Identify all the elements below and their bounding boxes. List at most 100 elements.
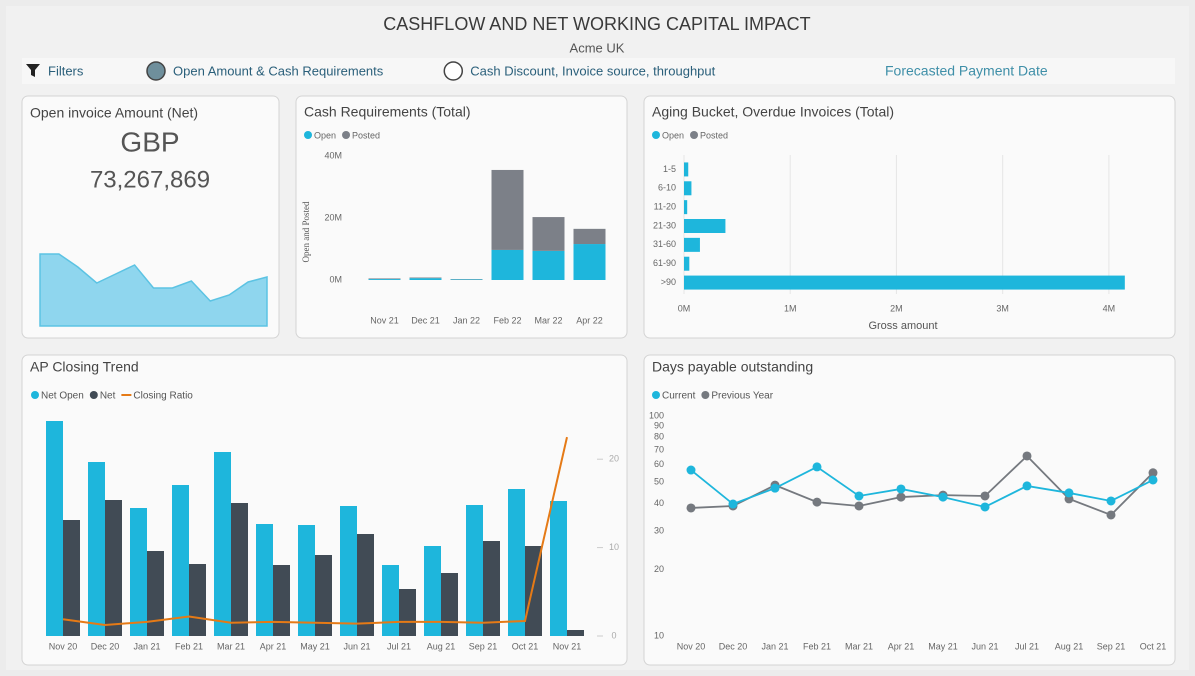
date-filter[interactable]: Forecasted Payment Date (885, 63, 1048, 79)
legend-marker (701, 391, 710, 399)
bar (684, 162, 689, 177)
radio-button[interactable] (443, 61, 464, 81)
legend-marker (342, 131, 351, 139)
bar (508, 489, 525, 636)
bar (368, 278, 401, 280)
bar (256, 524, 273, 636)
y-tick-label: 20 (654, 564, 664, 574)
legend-label: Posted (700, 130, 728, 140)
point (854, 491, 864, 501)
x-tick-label: Jan 21 (133, 641, 160, 651)
filter-button[interactable]: Filters (48, 63, 84, 78)
y2-tick-label: 10 (609, 542, 619, 552)
x-tick-label: 3M (996, 303, 1009, 313)
bar (491, 249, 524, 280)
x-tick-label: Oct 21 (1140, 641, 1167, 651)
x-tick-label: Dec 21 (411, 315, 440, 325)
x-tick-label: 4M (1103, 303, 1116, 313)
chart-title: AP Closing Trend (30, 359, 139, 375)
bar (231, 503, 248, 636)
x-tick-label: Jun 21 (343, 641, 370, 651)
bar (147, 551, 164, 636)
bar (550, 501, 567, 636)
bar (273, 565, 290, 636)
y-tick-label: 1-5 (663, 164, 676, 174)
point (896, 492, 906, 502)
x-tick-label: Dec 20 (719, 641, 748, 651)
legend-marker (690, 131, 699, 139)
bar (409, 277, 442, 279)
x-tick-label: Mar 21 (845, 641, 873, 651)
legend-label: Open (314, 130, 336, 140)
legend-label: Posted (352, 130, 380, 140)
point (1148, 468, 1158, 478)
bar (684, 256, 690, 271)
y-tick-label: 60 (654, 459, 664, 469)
page-title: CASHFLOW AND NET WORKING CAPITAL IMPACT (383, 14, 810, 34)
point (854, 501, 864, 511)
kpi-currency: GBP (120, 126, 179, 157)
x-tick-label: Feb 21 (175, 641, 203, 651)
y-tick-label: 20M (324, 212, 342, 222)
filter-icon[interactable] (26, 64, 40, 77)
point (980, 502, 990, 512)
y-tick-label: 90 (654, 420, 664, 430)
x-tick-label: 1M (784, 303, 797, 313)
point (1064, 488, 1074, 498)
bar (368, 279, 401, 280)
bar (424, 546, 441, 636)
x-tick-label: Jan 21 (761, 641, 788, 651)
bar (88, 462, 105, 636)
bar (315, 555, 332, 636)
point (1106, 496, 1116, 506)
y-tick-label: 40M (324, 150, 342, 160)
bar (567, 630, 584, 636)
point (896, 484, 906, 494)
y-tick-label: 61-90 (653, 258, 676, 268)
x-tick-label: Apr 21 (260, 641, 287, 651)
x-tick-label: Sep 21 (1097, 641, 1126, 651)
y-tick-label: 80 (654, 432, 664, 442)
x-tick-label: May 21 (300, 641, 330, 651)
bar (684, 219, 726, 233)
bar (684, 181, 692, 196)
radio-button[interactable] (146, 61, 166, 81)
bar (684, 275, 1125, 290)
bar (532, 217, 565, 251)
bar (441, 573, 458, 636)
legend-marker (652, 131, 660, 139)
x-tick-label: Sep 21 (469, 641, 498, 651)
bar (573, 244, 606, 280)
y2-tick-label: 0 (611, 630, 616, 640)
radio-label[interactable]: Cash Discount, Invoice source, throughpu… (470, 63, 715, 78)
legend-label: Closing Ratio (133, 391, 193, 402)
y-tick-label: 40 (654, 498, 664, 508)
chart-title: Cash Requirements (Total) (304, 104, 471, 120)
x-tick-label: Oct 21 (512, 641, 539, 651)
y-tick-label: >90 (661, 277, 676, 287)
bar (450, 279, 483, 280)
legend-marker (31, 391, 39, 399)
point (812, 497, 822, 507)
y-tick-label: 11-20 (654, 202, 676, 212)
bar (684, 200, 688, 215)
bar (382, 565, 399, 636)
point (770, 483, 780, 493)
bar (399, 589, 416, 636)
legend-label: Net Open (41, 391, 84, 402)
chart-title: Days payable outstanding (652, 359, 813, 375)
filter-bar (22, 58, 1175, 84)
bar (466, 505, 483, 636)
radio-label[interactable]: Open Amount & Cash Requirements (173, 63, 384, 78)
x-tick-label: Apr 22 (576, 315, 603, 325)
x-tick-label: Nov 20 (677, 641, 706, 651)
point (938, 492, 948, 502)
point (980, 491, 990, 501)
page-subtitle: Acme UK (570, 40, 625, 55)
bar (46, 421, 63, 636)
x-tick-label: Jul 21 (1015, 641, 1039, 651)
legend-marker (652, 391, 660, 399)
chart-title: Aging Bucket, Overdue Invoices (Total) (652, 104, 894, 120)
point (812, 462, 822, 472)
legend-marker (89, 391, 98, 399)
